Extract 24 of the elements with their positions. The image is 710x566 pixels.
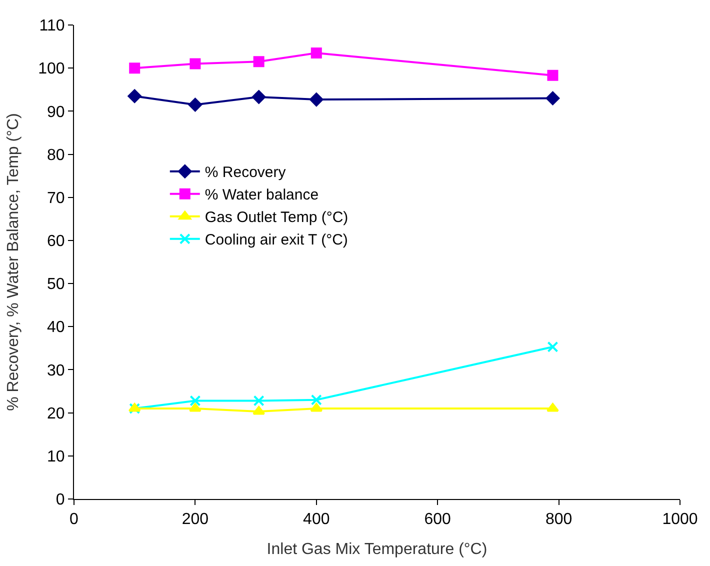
y-tick-label: 20 bbox=[47, 405, 65, 422]
legend-label: Cooling air exit T (°C) bbox=[204, 232, 348, 249]
y-tick-label: 100 bbox=[38, 60, 65, 78]
y-tick-label: 80 bbox=[47, 146, 65, 164]
legend-label: Gas Outlet Temp (°C) bbox=[204, 209, 348, 226]
y-tick-label: 70 bbox=[47, 190, 65, 207]
x-tick-label: 600 bbox=[424, 511, 452, 528]
y-tick-label: 50 bbox=[47, 276, 65, 294]
x-tick-label: 800 bbox=[545, 511, 572, 528]
y-tick-label: 110 bbox=[39, 18, 65, 35]
legend-label: % Water balance bbox=[204, 186, 319, 204]
y-tick-label: 60 bbox=[47, 233, 65, 250]
y-tick-label: 30 bbox=[47, 362, 65, 380]
x-axis-title: Inlet Gas Mix Temperature (°C) bbox=[266, 540, 488, 558]
y-axis-title: % Recovery, % Water Balance, Temp (°C) bbox=[4, 113, 22, 411]
x-tick-label: 1000 bbox=[662, 511, 698, 528]
x-tick-label: 200 bbox=[182, 511, 209, 528]
y-tick-label: 40 bbox=[47, 319, 65, 336]
x-tick-label: 400 bbox=[303, 511, 330, 528]
legend-label: % Recovery bbox=[204, 164, 286, 182]
y-tick-label: 10 bbox=[47, 448, 65, 466]
y-tick-label: 90 bbox=[47, 104, 65, 121]
x-tick-label: 0 bbox=[70, 511, 79, 528]
y-tick-label: 0 bbox=[56, 492, 65, 509]
